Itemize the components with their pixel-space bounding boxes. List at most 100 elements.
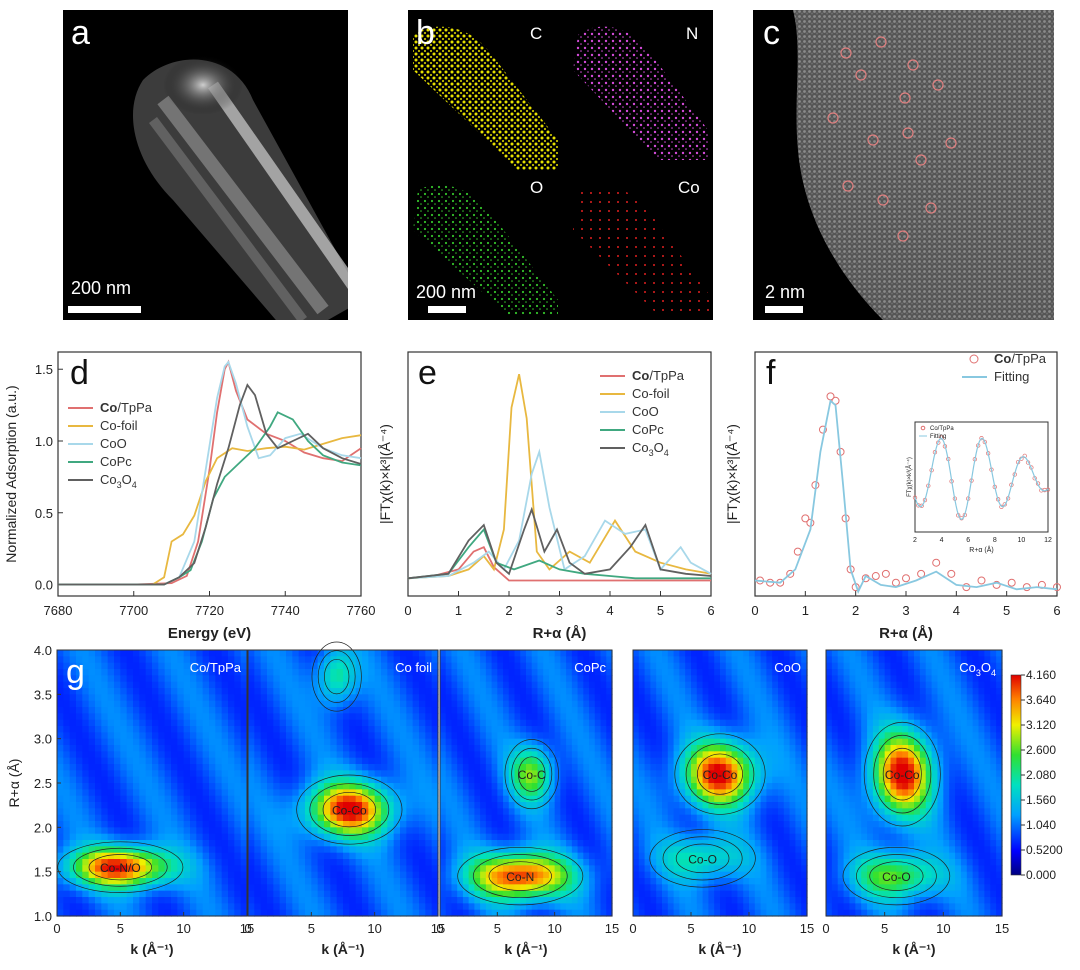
heatmap-cell bbox=[412, 675, 420, 683]
heatmap-cell bbox=[520, 846, 527, 854]
heatmap-cell bbox=[292, 726, 300, 733]
heatmap-cell bbox=[305, 675, 312, 683]
heatmap-cell bbox=[691, 821, 698, 828]
heatmap-cell bbox=[543, 669, 550, 676]
heatmap-cell bbox=[381, 795, 388, 803]
heatmap-cell bbox=[298, 833, 306, 841]
heatmap-cell bbox=[69, 840, 77, 847]
heatmap-cell bbox=[514, 821, 521, 828]
heatmap-cell bbox=[343, 846, 350, 854]
heatmap-cell bbox=[221, 827, 229, 835]
heatmap-cell bbox=[589, 707, 596, 714]
heatmap-cell bbox=[412, 757, 420, 765]
heatmap-cell bbox=[543, 707, 550, 714]
heatmap-cell bbox=[336, 903, 344, 911]
heatmap-cell bbox=[571, 859, 579, 866]
heatmap-cell bbox=[560, 719, 567, 727]
heatmap-cell bbox=[133, 802, 140, 809]
heatmap-cell bbox=[254, 846, 262, 854]
heatmap-cell bbox=[725, 650, 733, 657]
heatmap-cell bbox=[221, 909, 229, 917]
heatmap-cell bbox=[431, 865, 439, 873]
heatmap-cell bbox=[662, 821, 669, 828]
heatmap-cell bbox=[254, 745, 262, 752]
heatmap-cell bbox=[215, 776, 223, 784]
heatmap-cell bbox=[273, 681, 281, 689]
heatmap-cell bbox=[566, 802, 573, 809]
heatmap-cell bbox=[650, 726, 657, 733]
heatmap-cell bbox=[279, 871, 287, 879]
heatmap-cell bbox=[228, 789, 235, 797]
heatmap-cell bbox=[644, 840, 651, 847]
heatmap-cell bbox=[485, 802, 493, 809]
heatmap-cell bbox=[537, 669, 544, 676]
heatmap-cell bbox=[425, 694, 433, 702]
heatmap-cell bbox=[462, 675, 470, 683]
heatmap-cell bbox=[267, 700, 274, 708]
heatmap-cell bbox=[82, 738, 90, 746]
heatmap-cell bbox=[589, 859, 596, 866]
heatmap-cell bbox=[393, 707, 401, 714]
heatmap-cell bbox=[145, 808, 153, 816]
heatmap-cell bbox=[343, 833, 350, 841]
heatmap-cell bbox=[158, 859, 166, 866]
heatmap-cell bbox=[279, 738, 287, 746]
heatmap-cell bbox=[696, 745, 704, 752]
heatmap-cell bbox=[702, 808, 709, 816]
heatmap-cell bbox=[101, 732, 109, 740]
heatmap-cell bbox=[566, 719, 573, 727]
heatmap-cell bbox=[514, 865, 521, 873]
heatmap-cell bbox=[462, 656, 470, 664]
heatmap-cell bbox=[691, 840, 698, 847]
heatmap-cell bbox=[720, 802, 727, 809]
heatmap-cell bbox=[317, 890, 325, 898]
heatmap-cell bbox=[696, 707, 704, 714]
heatmap-cell bbox=[139, 827, 147, 835]
heatmap-cell bbox=[451, 681, 458, 689]
heatmap-cell bbox=[273, 808, 281, 816]
heatmap-cell bbox=[600, 776, 607, 784]
heatmap-cell bbox=[305, 909, 312, 917]
heatmap-cell bbox=[412, 808, 420, 816]
heatmap-cell bbox=[503, 846, 510, 854]
heatmap-cell bbox=[145, 732, 153, 740]
heatmap-cell bbox=[600, 675, 607, 683]
heatmap-cell bbox=[76, 795, 83, 803]
heatmap-cell bbox=[393, 852, 401, 860]
heatmap-cell bbox=[440, 890, 447, 898]
heatmap-cell bbox=[393, 890, 401, 898]
heatmap-cell bbox=[317, 802, 325, 809]
heatmap-cell bbox=[240, 821, 248, 828]
heatmap-cell bbox=[107, 808, 115, 816]
heatmap-cell bbox=[202, 700, 210, 708]
heatmap-cell bbox=[457, 669, 464, 676]
heatmap-cell bbox=[503, 852, 510, 860]
heatmap-cell bbox=[209, 903, 216, 911]
heatmap-cell bbox=[273, 890, 281, 898]
heatmap-cell bbox=[720, 707, 727, 714]
heatmap-cell bbox=[638, 865, 646, 873]
heatmap-cell bbox=[171, 840, 178, 847]
heatmap-cell bbox=[650, 751, 657, 759]
heatmap-cell bbox=[393, 833, 401, 841]
heatmap-cell bbox=[317, 795, 325, 803]
heatmap-cell bbox=[644, 833, 651, 841]
heatmap-cell bbox=[362, 884, 369, 892]
heatmap-cell bbox=[514, 732, 521, 740]
heatmap-cell bbox=[577, 707, 584, 714]
heatmap-cell bbox=[254, 719, 262, 727]
heatmap-cell bbox=[330, 833, 338, 841]
heatmap-cell bbox=[531, 859, 539, 866]
heatmap-cell bbox=[355, 878, 363, 885]
heatmap-cell bbox=[248, 688, 255, 695]
x-tick-label: 4 bbox=[953, 603, 960, 618]
heatmap-cell bbox=[537, 738, 544, 746]
heatmap-cell bbox=[202, 662, 210, 670]
heatmap-cell bbox=[324, 757, 331, 765]
heatmap-cell bbox=[760, 681, 767, 689]
heatmap-cell bbox=[474, 789, 481, 797]
heatmap-cell bbox=[279, 751, 287, 759]
heatmap-cell bbox=[228, 903, 235, 911]
heatmap-cell bbox=[491, 745, 498, 752]
